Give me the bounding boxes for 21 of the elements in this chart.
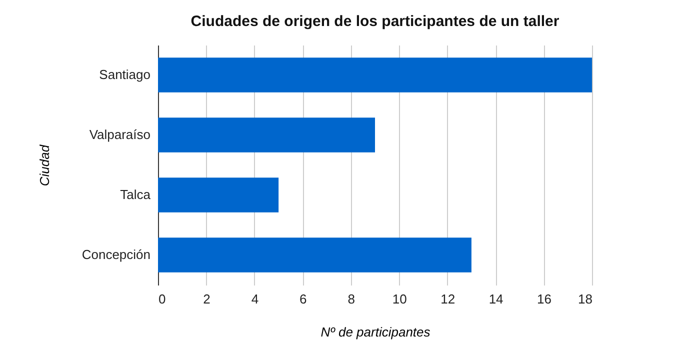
x-tick-label: 6	[300, 292, 307, 306]
bar	[158, 58, 592, 92]
x-tick-label: 14	[488, 292, 504, 306]
bar	[158, 118, 375, 152]
x-tick-label: 16	[537, 292, 552, 306]
x-tick-label: 4	[251, 292, 259, 306]
y-tick-label: Talca	[120, 187, 152, 202]
x-tick-label: 12	[440, 292, 456, 306]
y-tick-label: Valparaíso	[89, 127, 150, 142]
bar	[158, 178, 279, 212]
x-tick-label: 8	[348, 292, 356, 306]
x-axis-title: Nº de participantes	[320, 324, 431, 340]
x-tick-label: 10	[392, 292, 407, 306]
x-tick-label: 18	[578, 292, 592, 306]
bar	[158, 238, 472, 272]
y-tick-label: Santiago	[99, 67, 150, 82]
x-tick-label: 0	[158, 292, 166, 306]
y-tick-label: Concepción	[82, 247, 150, 262]
x-tick-label: 2	[203, 292, 210, 306]
chart-title: Ciudades de origen de los participantes de un taller	[190, 13, 560, 30]
y-axis-title: Ciudad	[36, 144, 52, 186]
